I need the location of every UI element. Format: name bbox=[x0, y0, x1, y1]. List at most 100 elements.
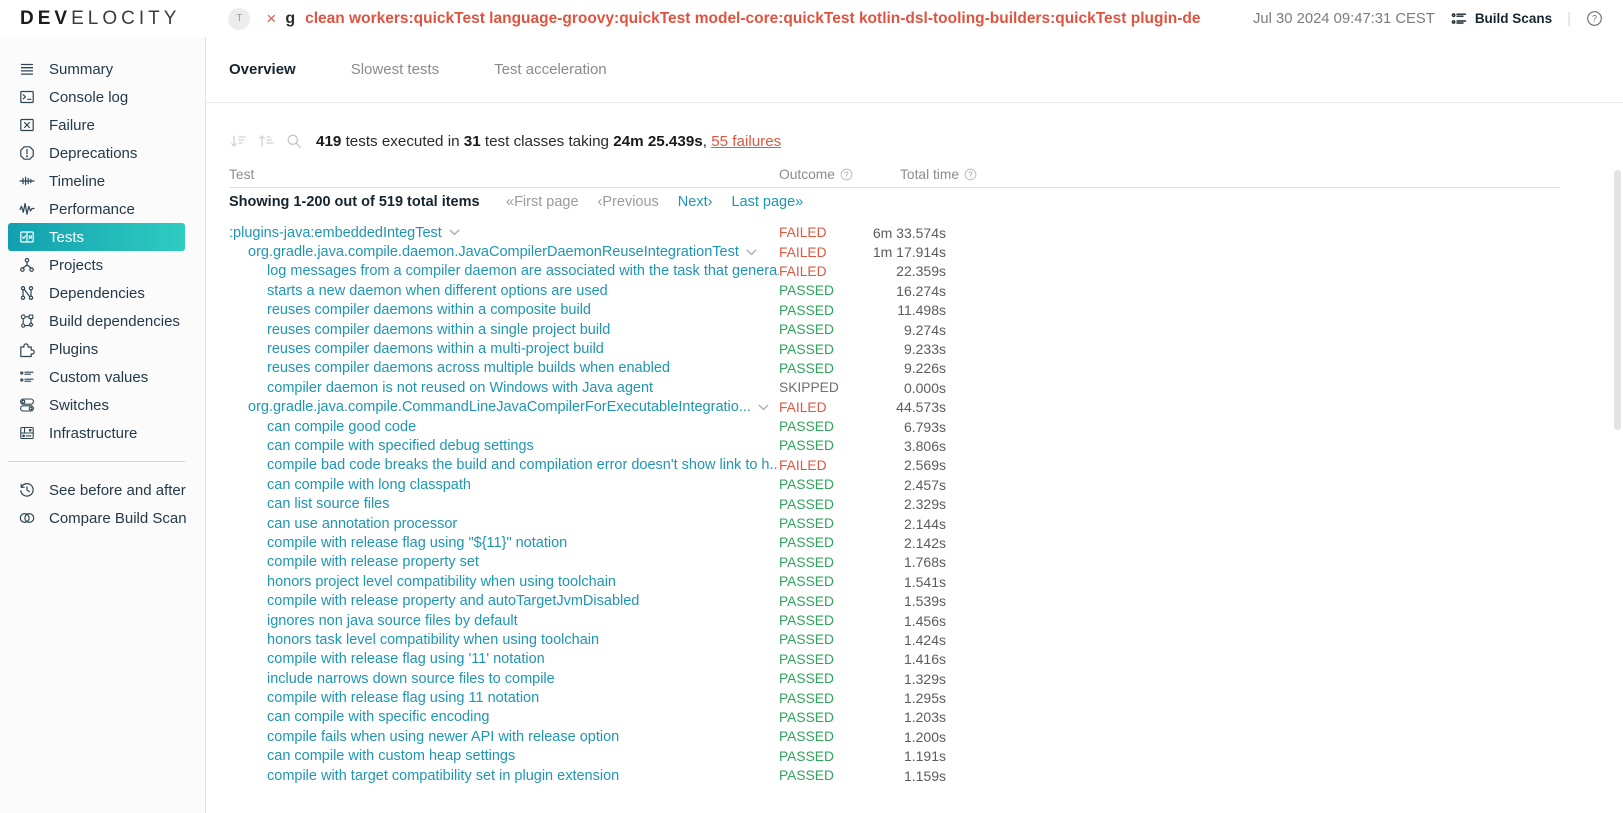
sidebar-item-deprecations[interactable]: Deprecations bbox=[8, 139, 185, 167]
test-link[interactable]: :plugins-java:embeddedIntegTest bbox=[229, 224, 442, 241]
test-link[interactable]: compile with release flag using '11' not… bbox=[267, 651, 545, 668]
test-link[interactable]: reuses compiler daemons within a multi-p… bbox=[267, 341, 604, 358]
sidebar-item-infrastructure[interactable]: Infrastructure bbox=[8, 419, 185, 447]
test-link[interactable]: ignores non java source files by default bbox=[267, 612, 518, 629]
outcome-cell: PASSED bbox=[779, 322, 834, 338]
failure-icon bbox=[18, 116, 36, 134]
sidebar-item-label: Deprecations bbox=[49, 144, 138, 162]
test-row: honors task level compatibility when usi… bbox=[229, 630, 946, 649]
test-row: compile fails when using newer API with … bbox=[229, 727, 946, 746]
tab-bar: Overview Slowest tests Test acceleration bbox=[206, 37, 1623, 103]
last-page-button[interactable]: Last page» bbox=[731, 194, 804, 210]
total-time-cell: 1.329s bbox=[903, 670, 946, 687]
sidebar-item-custom-values[interactable]: Custom values bbox=[8, 363, 185, 391]
test-link[interactable]: can compile good code bbox=[267, 418, 417, 435]
sort-ascending-icon[interactable] bbox=[257, 133, 276, 150]
total-time-cell: 2.144s bbox=[903, 515, 946, 532]
test-row: compile with target compatibility set in… bbox=[229, 766, 946, 785]
test-link[interactable]: compile with release property set bbox=[267, 554, 479, 571]
total-time-cell: 2.569s bbox=[903, 457, 946, 474]
outcome-cell: PASSED bbox=[779, 690, 834, 706]
search-icon[interactable] bbox=[285, 132, 303, 150]
test-link[interactable]: reuses compiler daemons across multiple … bbox=[267, 360, 670, 377]
failures-link[interactable]: 55 failures bbox=[711, 132, 782, 150]
sidebar-item-see-before-and-after[interactable]: See before and after bbox=[8, 476, 186, 504]
outcome-cell: PASSED bbox=[779, 768, 834, 784]
first-page-button[interactable]: «First page bbox=[506, 194, 579, 210]
sidebar: Summary Console log Failure Deprecations… bbox=[0, 37, 206, 813]
total-time-help-icon[interactable]: ? bbox=[964, 168, 977, 181]
test-row: compile bad code breaks the build and co… bbox=[229, 456, 946, 475]
sidebar-item-timeline[interactable]: Timeline bbox=[8, 167, 185, 195]
test-link[interactable]: include narrows down source files to com… bbox=[267, 670, 555, 687]
test-link[interactable]: log messages from a compiler daemon are … bbox=[267, 263, 779, 280]
build-scans-button[interactable]: Build Scans bbox=[1450, 11, 1552, 27]
test-row: can compile with custom heap settings PAS… bbox=[229, 747, 946, 766]
custom-values-icon bbox=[18, 368, 36, 386]
outcome-cell: PASSED bbox=[779, 574, 834, 590]
chevron-down-icon[interactable] bbox=[746, 249, 757, 256]
tab-overview[interactable]: Overview bbox=[229, 61, 296, 78]
test-link[interactable]: compile fails when using newer API with … bbox=[267, 728, 620, 745]
sidebar-item-compare-build-scan[interactable]: Compare Build Scan bbox=[8, 504, 187, 532]
sidebar-item-failure[interactable]: Failure bbox=[8, 111, 185, 139]
avatar[interactable]: T bbox=[228, 7, 251, 30]
test-link[interactable]: starts a new daemon when different optio… bbox=[267, 282, 608, 299]
sidebar-item-projects[interactable]: Projects bbox=[8, 251, 185, 279]
test-link[interactable]: compile with target compatibility set in… bbox=[267, 767, 620, 784]
test-link[interactable]: org.gradle.java.compile.CommandLineJavaC… bbox=[248, 399, 751, 416]
test-link[interactable]: can compile with long classpath bbox=[267, 476, 471, 493]
test-row: can compile with specific encoding PASSED… bbox=[229, 708, 946, 727]
test-link[interactable]: compiler daemon is not reused on Windows… bbox=[267, 379, 654, 396]
help-icon[interactable]: ? bbox=[1586, 10, 1603, 27]
total-time-cell: 16.274s bbox=[896, 282, 946, 299]
sidebar-item-plugins[interactable]: Plugins bbox=[8, 335, 185, 363]
sidebar-item-tests[interactable]: Tests bbox=[8, 223, 185, 251]
next-page-button[interactable]: Next› bbox=[677, 194, 713, 210]
test-link[interactable]: compile bad code breaks the build and co… bbox=[267, 457, 779, 474]
test-link[interactable]: honors project level compatibility when … bbox=[267, 573, 616, 590]
test-link[interactable]: can compile with specified debug setting… bbox=[267, 437, 534, 454]
deprecations-icon bbox=[18, 144, 36, 162]
test-row: can compile with long classpath PASSED 2.4… bbox=[229, 475, 946, 494]
outcome-help-icon[interactable]: ? bbox=[840, 168, 853, 181]
test-row: reuses compiler daemons across multiple … bbox=[229, 359, 946, 378]
test-rows: :plugins-java:embeddedIntegTest FAILED 6m … bbox=[229, 223, 946, 785]
outcome-cell: PASSED bbox=[779, 554, 834, 570]
table-header: Test Outcome ? Total time ? bbox=[229, 167, 1560, 188]
switches-icon bbox=[18, 396, 36, 414]
sidebar-item-switches[interactable]: Switches bbox=[8, 391, 185, 419]
sort-descending-icon[interactable] bbox=[229, 133, 248, 150]
test-link[interactable]: honors task level compatibility when usi… bbox=[267, 631, 600, 648]
test-row: reuses compiler daemons within a single … bbox=[229, 320, 946, 339]
sidebar-item-summary[interactable]: Summary bbox=[8, 55, 185, 83]
chevron-down-icon[interactable] bbox=[449, 229, 460, 236]
sidebar-item-label: Dependencies bbox=[49, 284, 145, 302]
tab-test-acceleration[interactable]: Test acceleration bbox=[494, 61, 607, 78]
sidebar-item-label: Custom values bbox=[49, 368, 149, 386]
test-link[interactable]: reuses compiler daemons within a composi… bbox=[267, 302, 591, 319]
sidebar-item-console-log[interactable]: Console log bbox=[8, 83, 185, 111]
test-link[interactable]: compile with release flag using "${11}" … bbox=[267, 534, 568, 551]
sidebar-item-performance[interactable]: Performance bbox=[8, 195, 185, 223]
total-time-cell: 1.539s bbox=[903, 593, 946, 610]
header-divider: | bbox=[1567, 10, 1571, 27]
test-link[interactable]: compile with release property and autoTa… bbox=[267, 593, 640, 610]
test-link[interactable]: can use annotation processor bbox=[267, 515, 458, 532]
test-link[interactable]: can compile with specific encoding bbox=[267, 709, 490, 726]
previous-page-button[interactable]: ‹Previous bbox=[597, 194, 659, 210]
test-link[interactable]: can compile with custom heap settings bbox=[267, 748, 516, 765]
sidebar-item-build-dependencies[interactable]: Build dependencies bbox=[8, 307, 185, 335]
test-link[interactable]: can list source files bbox=[267, 496, 390, 513]
test-link[interactable]: compile with release flag using 11 notat… bbox=[267, 690, 540, 707]
test-link[interactable]: org.gradle.java.compile.daemon.JavaCompi… bbox=[248, 244, 739, 261]
test-row: :plugins-java:embeddedIntegTest FAILED 6m … bbox=[229, 223, 946, 242]
tab-slowest-tests[interactable]: Slowest tests bbox=[350, 61, 440, 78]
scrollbar[interactable] bbox=[1614, 170, 1621, 430]
test-link[interactable]: reuses compiler daemons within a single … bbox=[267, 321, 611, 338]
chevron-down-icon[interactable] bbox=[758, 404, 769, 411]
sidebar-item-dependencies[interactable]: Dependencies bbox=[8, 279, 185, 307]
close-icon[interactable]: × bbox=[266, 8, 277, 28]
build-scan-title: clean workers:quickTest language-groovy:… bbox=[305, 9, 1201, 27]
outcome-cell: FAILED bbox=[779, 457, 827, 473]
